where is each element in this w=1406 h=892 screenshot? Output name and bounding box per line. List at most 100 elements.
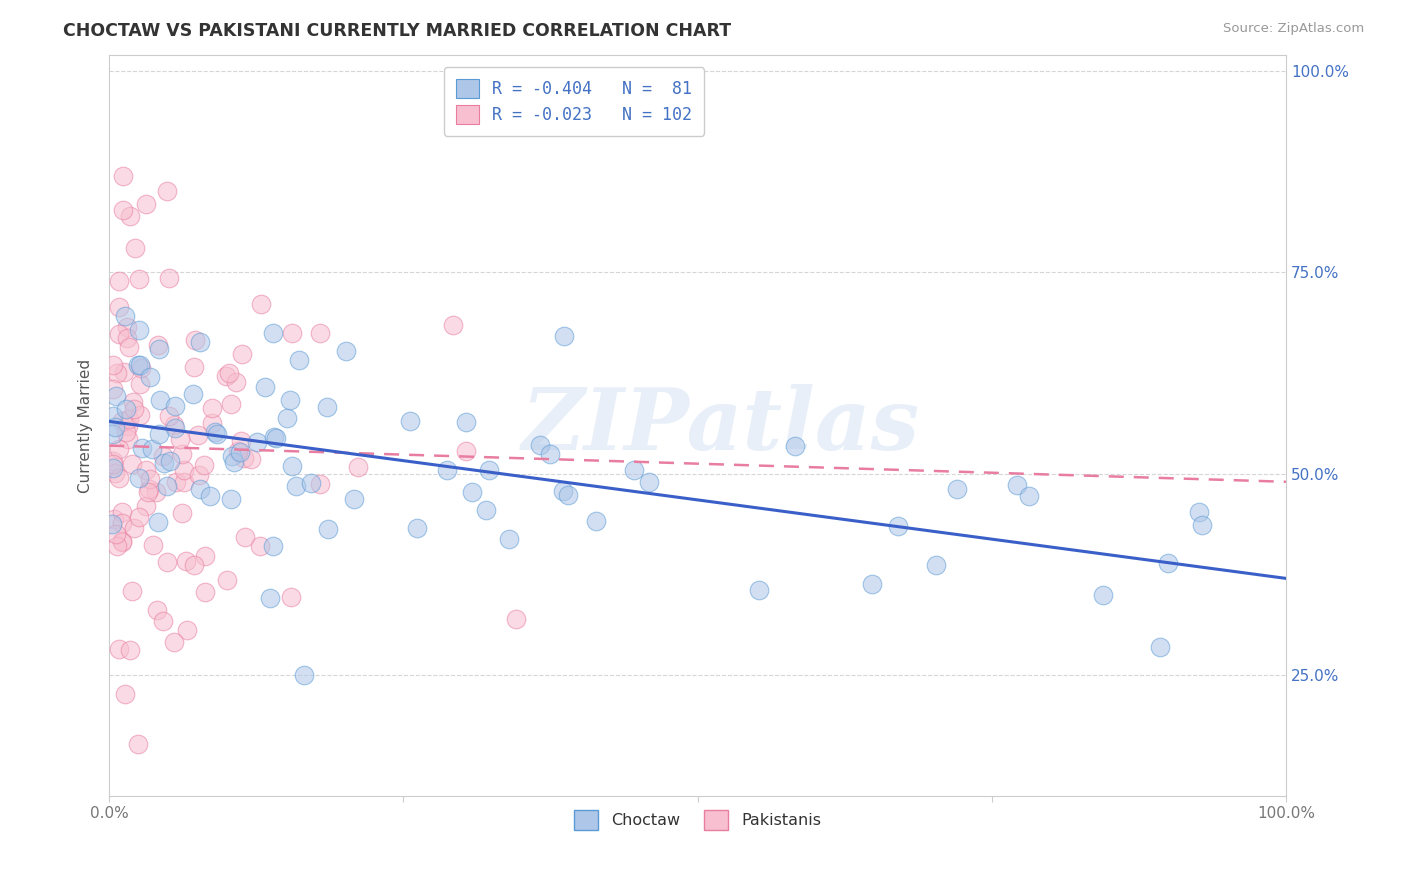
Point [163,417,186,432]
Point [309,477,332,491]
Point [146,603,169,617]
Point [146,338,169,352]
Point [148,426,170,441]
Point [623,463,645,477]
Point [553,484,575,499]
Point [115,401,138,416]
Point [454,415,477,429]
Point [585,514,607,528]
Point [104,389,127,403]
Point [222,455,245,469]
Point [498,533,520,547]
Point [157,409,180,423]
Point [165,421,187,435]
Point [262,539,284,553]
Point [284,479,307,493]
Point [187,428,209,442]
Point [163,635,186,649]
Point [399,414,422,428]
Point [1005,478,1028,492]
Point [138,482,160,496]
Point [259,591,281,606]
Point [104,527,127,541]
Point [139,472,162,486]
Point [155,185,177,199]
Point [225,375,247,389]
Point [152,614,174,628]
Point [173,475,195,490]
Point [249,539,271,553]
Point [115,331,138,345]
Point [529,438,551,452]
Legend: Choctaw, Pakistanis: Choctaw, Pakistanis [568,804,827,836]
Point [101,457,124,471]
Point [315,400,337,414]
Point [276,411,298,425]
Point [107,442,129,456]
Point [159,270,181,285]
Point [785,439,807,453]
Point [1157,557,1180,571]
Point [105,367,128,381]
Point [159,454,181,468]
Point [176,624,198,638]
Text: ZIPatlas: ZIPatlas [522,384,920,467]
Point [219,396,242,410]
Point [121,583,143,598]
Point [117,418,139,433]
Point [128,509,150,524]
Point [165,475,187,490]
Point [128,271,150,285]
Point [128,408,150,422]
Point [183,558,205,572]
Point [233,451,256,466]
Point [347,459,370,474]
Point [148,515,170,529]
Point [107,274,129,288]
Point [149,392,172,407]
Point [281,458,304,473]
Point [141,442,163,457]
Point [945,482,967,496]
Point [406,521,429,535]
Point [163,399,186,413]
Point [156,479,179,493]
Point [478,463,501,477]
Point [205,427,228,442]
Point [335,343,357,358]
Point [1018,489,1040,503]
Point [436,463,458,477]
Point [101,409,124,423]
Point [107,327,129,342]
Point [193,549,215,563]
Point [122,402,145,417]
Point [264,431,287,445]
Point [233,529,256,543]
Point [176,554,198,568]
Point [117,433,139,447]
Point [122,521,145,535]
Point [153,456,176,470]
Point [219,492,242,507]
Point [108,470,131,484]
Point [201,401,224,415]
Point [156,555,179,569]
Point [117,320,139,334]
Point [104,419,127,434]
Point [101,427,124,442]
Point [280,326,302,341]
Point [128,377,150,392]
Point [112,202,135,217]
Point [131,441,153,455]
Point [112,169,135,183]
Point [239,451,262,466]
Point [105,539,128,553]
Point [103,512,125,526]
Point [217,573,239,587]
Point [127,737,149,751]
Point [748,582,770,597]
Point [128,471,150,485]
Point [118,642,141,657]
Point [145,485,167,500]
Point [557,488,579,502]
